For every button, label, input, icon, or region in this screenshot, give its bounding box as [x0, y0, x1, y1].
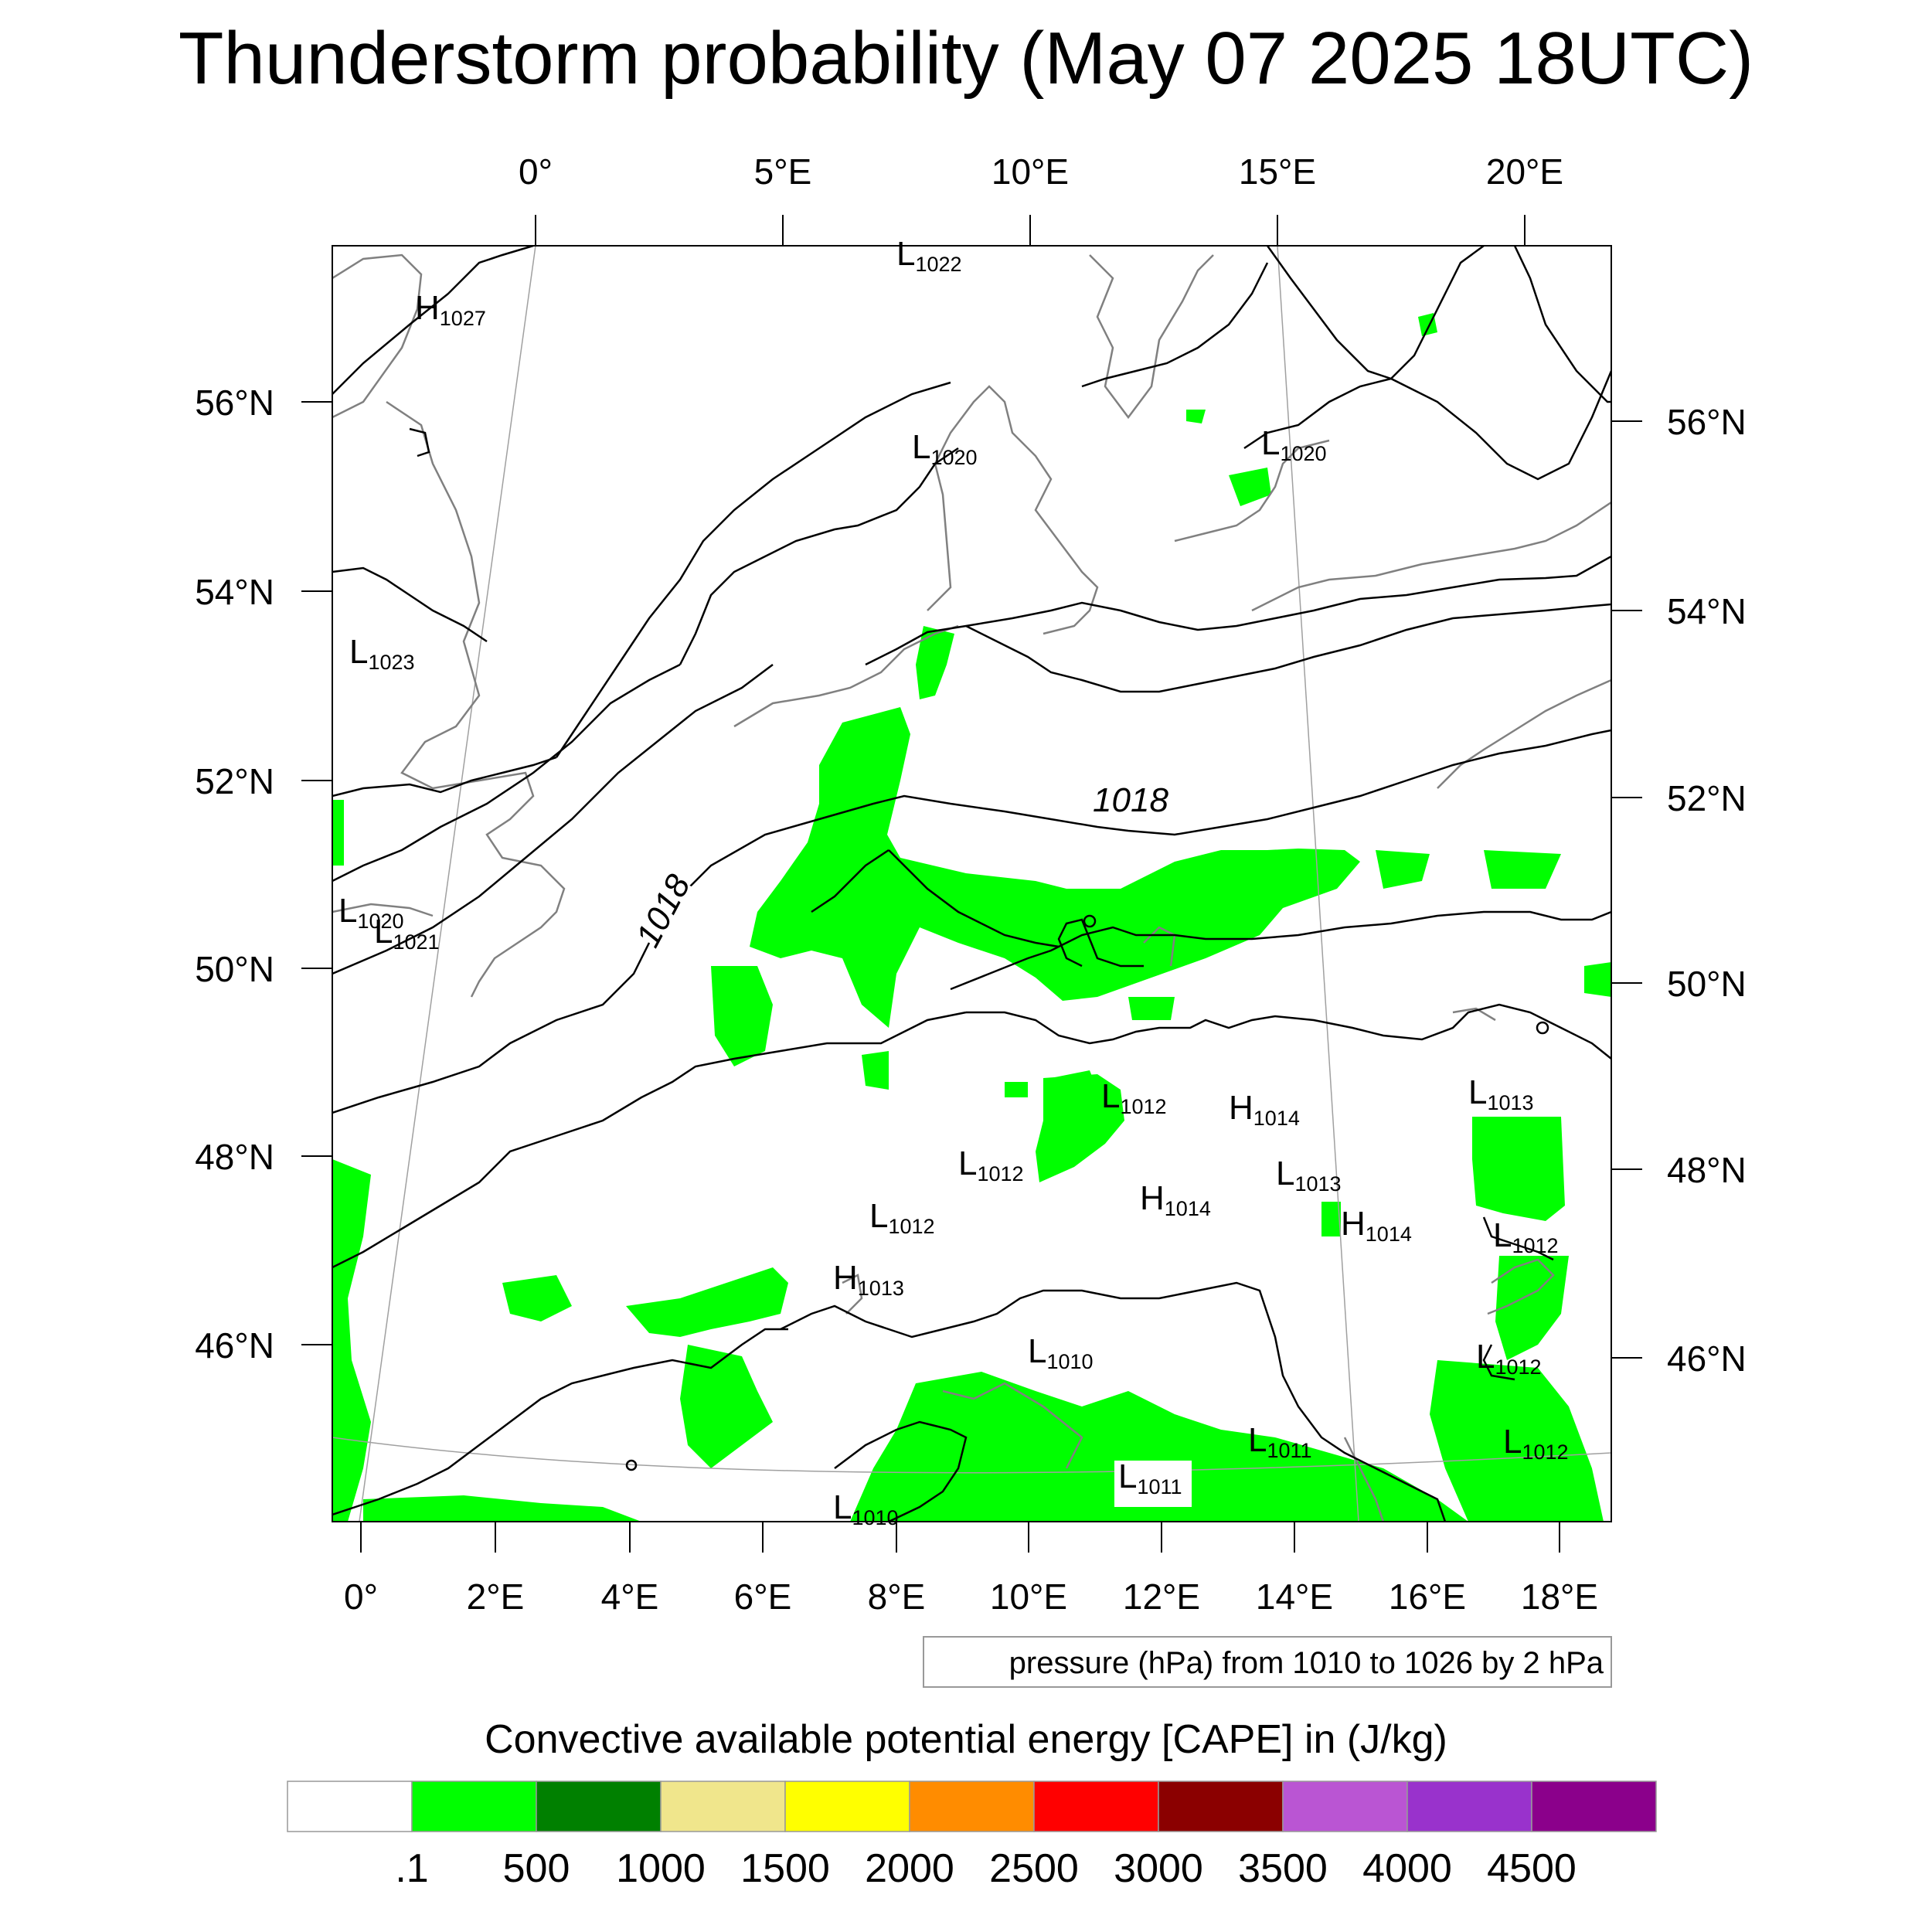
top-lon-label: 20°E	[1486, 151, 1563, 192]
colorbar-label: 2000	[865, 1846, 954, 1891]
pressure-center-label: H1027	[415, 289, 486, 330]
contour-note-box: pressure (hPa) from 1010 to 1026 by 2 hP…	[923, 1636, 1612, 1688]
pressure-center-label: L1012	[869, 1197, 935, 1238]
colorbar-swatch	[411, 1781, 537, 1832]
colorbar-label: 1500	[740, 1846, 830, 1891]
colorbar-swatch	[909, 1781, 1035, 1832]
pressure-center-label: L1013	[1468, 1073, 1534, 1114]
right-lat-label: 54°N	[1667, 591, 1747, 631]
pressure-center-label: L1012	[1503, 1423, 1569, 1464]
map-frame	[332, 245, 1612, 1522]
colorbar-label: 2500	[989, 1846, 1079, 1891]
pressure-center-label: L1012	[1476, 1338, 1542, 1379]
pressure-centers: L1022 H1027 L1020 L1020 L1023 L1020 L102…	[338, 235, 1569, 1529]
pressure-center-label: L1013	[1276, 1155, 1342, 1196]
colorbar-swatch	[1158, 1781, 1284, 1832]
pressure-center-label: L1021	[374, 913, 440, 954]
top-lon-axis: 0° 5°E 10°E 15°E 20°E	[519, 151, 1563, 246]
pressure-center-label: L1022	[896, 235, 962, 276]
bottom-lon-label: 12°E	[1123, 1577, 1200, 1617]
pressure-center-label: L1012	[1101, 1077, 1167, 1118]
pressure-center-label: H1014	[1341, 1205, 1412, 1246]
colorbar-swatch	[1406, 1781, 1532, 1832]
right-lat-label: 50°N	[1667, 964, 1747, 1004]
pressure-center-label: L1020	[912, 428, 978, 469]
colorbar-title: Convective available potential energy [C…	[485, 1717, 1447, 1762]
pressure-center-label: H1013	[833, 1259, 904, 1300]
bottom-lon-label: 8°E	[868, 1577, 926, 1617]
colorbar-label: 4000	[1362, 1846, 1452, 1891]
bottom-lon-label: 6°E	[734, 1577, 792, 1617]
colorbar-swatches	[287, 1781, 1657, 1832]
pressure-center-label: H1014	[1140, 1179, 1211, 1220]
pressure-center-label: L1010	[833, 1488, 899, 1529]
bottom-lon-axis: 0° 2°E 4°E 6°E 8°E 10°E 12°E 14°E 16°E 1…	[344, 1522, 1598, 1617]
right-lat-label: 48°N	[1667, 1150, 1747, 1190]
contour-note: pressure (hPa) from 1010 to 1026 by 2 hP…	[1009, 1646, 1604, 1680]
pressure-center-label: L1020	[338, 892, 404, 933]
map-area: 1018 1018 L1022 H1027 L1020 L1020 L1023 …	[332, 235, 1612, 1529]
colorbar-label: 4500	[1487, 1846, 1577, 1891]
pressure-center-label: L1012	[1493, 1216, 1559, 1257]
right-lat-label: 46°N	[1667, 1338, 1747, 1379]
left-lat-label: 48°N	[195, 1137, 274, 1177]
colorbar-label: 500	[503, 1846, 570, 1891]
bottom-lon-label: 18°E	[1521, 1577, 1598, 1617]
top-lon-label: 5°E	[754, 151, 812, 192]
pressure-center-label: L1011	[1248, 1421, 1312, 1462]
left-lat-label: 54°N	[195, 572, 274, 612]
right-lat-label: 52°N	[1667, 778, 1747, 818]
colorbar-swatch	[660, 1781, 786, 1832]
colorbar-label: 1000	[616, 1846, 706, 1891]
left-lat-label: 52°N	[195, 761, 274, 801]
colorbar-labels: .1 500 1000 1500 2000 2500 3000 3500 4000 4500	[395, 1846, 1577, 1891]
left-lat-label: 56°N	[195, 383, 274, 423]
colorbar-swatch	[536, 1781, 662, 1832]
colorbar-swatch	[1531, 1781, 1657, 1832]
left-lat-axis: 56°N 54°N 52°N 50°N 48°N 46°N	[195, 383, 332, 1366]
colorbar-swatch	[287, 1781, 413, 1832]
top-lon-label: 15°E	[1239, 151, 1316, 192]
colorbar-swatch	[1282, 1781, 1408, 1832]
pressure-center-label: L1012	[958, 1145, 1024, 1185]
colorbar-label: 3500	[1238, 1846, 1328, 1891]
coastlines	[332, 253, 1611, 1522]
bottom-lon-label: 14°E	[1256, 1577, 1333, 1617]
top-lon-label: 10°E	[992, 151, 1069, 192]
figure-title: Thunderstorm probability (May 07 2025 18…	[179, 17, 1753, 100]
bottom-lon-label: 4°E	[601, 1577, 659, 1617]
bottom-lon-label: 10°E	[990, 1577, 1067, 1617]
bottom-lon-label: 16°E	[1389, 1577, 1466, 1617]
isobars	[332, 246, 1611, 1522]
right-lat-label: 56°N	[1667, 402, 1747, 442]
left-lat-label: 46°N	[195, 1325, 274, 1366]
left-lat-label: 50°N	[195, 949, 274, 989]
bottom-lon-label: 0°	[344, 1577, 378, 1617]
pressure-center-label: L1011	[1118, 1458, 1182, 1498]
colorbar-swatch	[784, 1781, 910, 1832]
isobar-label: 1018	[1093, 781, 1168, 819]
colorbar-swatch	[1033, 1781, 1159, 1832]
pressure-center-label: H1014	[1229, 1089, 1300, 1130]
pressure-center-label: L1020	[1261, 424, 1327, 465]
top-lon-label: 0°	[519, 151, 553, 192]
colorbar: Convective available potential energy [C…	[287, 1717, 1657, 1891]
bottom-lon-label: 2°E	[467, 1577, 525, 1617]
cape-shading	[332, 313, 1611, 1522]
colorbar-label: 3000	[1114, 1846, 1203, 1891]
pressure-center-label: L1023	[349, 633, 415, 674]
colorbar-label: .1	[395, 1846, 428, 1891]
pressure-center-label: L1010	[1028, 1332, 1094, 1373]
right-lat-axis: 56°N 54°N 52°N 50°N 48°N 46°N	[1611, 402, 1747, 1379]
